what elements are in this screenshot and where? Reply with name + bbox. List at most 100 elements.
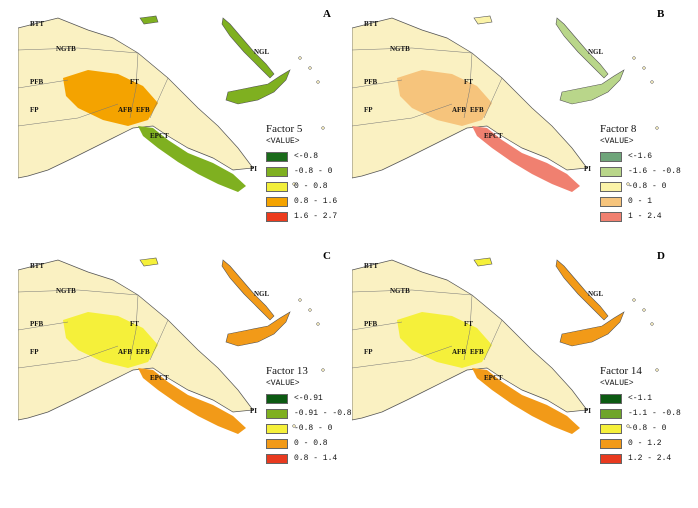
legend-label: <-0.91	[294, 394, 323, 403]
legend-swatch	[600, 438, 622, 449]
highlands-fill	[63, 312, 158, 368]
new-ireland	[555, 17, 609, 79]
map-panel-a: BTT NGTB PFB FP FT AFB EFB EPCT PI NGL A Factor 5 <V…	[18, 8, 358, 226]
region-boundary	[463, 294, 473, 361]
legend-item: -1.6 - -0.8	[600, 164, 681, 179]
legend-swatch	[266, 423, 288, 434]
map-panel-c: BTT NGTB PFB FP FT AFB EFB EPCT PI NGL C Factor 13 <…	[18, 250, 358, 468]
map-panel-d: BTT NGTB PFB FP FT AFB EFB EPCT PI NGL D Factor 14 <…	[352, 250, 692, 468]
north-island	[473, 257, 493, 267]
region-label-ngl: NGL	[254, 290, 270, 298]
legend-item: 1 - 2.4	[600, 209, 681, 224]
south-coast-fill	[472, 368, 580, 434]
png-map: BTT NGTB PFB FP FT AFB EFB EPCT PI NGL	[352, 15, 659, 192]
legend-item: <-1.6	[600, 149, 681, 164]
legend-subtitle: <VALUE>	[266, 137, 300, 146]
region-label-fp: FP	[30, 348, 39, 356]
region-label-btt: BTT	[364, 20, 378, 28]
islet	[321, 126, 325, 130]
region-label-btt: BTT	[30, 20, 44, 28]
map-legend: Factor 14 <VALUE> <-1.1 -1.1 - -0.8 -0.8 - 0…	[600, 365, 681, 466]
region-boundary	[149, 319, 169, 361]
legend-label: -1.1 - -0.8	[628, 409, 681, 418]
legend-item: 0.8 - 1.4	[266, 451, 352, 466]
region-label-efb: EFB	[470, 348, 484, 356]
legend-label: 0.8 - 1.4	[294, 454, 338, 463]
png-map: BTT NGTB PFB FP FT AFB EFB EPCT PI NGL	[18, 15, 325, 192]
region-label-pfb: PFB	[30, 78, 44, 86]
region-label-ngtb: NGTB	[390, 287, 410, 295]
legend-swatch	[266, 393, 288, 404]
islet	[626, 182, 630, 186]
region-label-ft: FT	[464, 320, 473, 328]
south-coast-fill	[138, 368, 246, 434]
legend-label: 0 - 1.2	[628, 439, 662, 448]
panel-letter: B	[657, 8, 665, 20]
legend-item: 0 - 1.2	[600, 436, 681, 451]
map-legend: Factor 13 <VALUE> <-0.91 -0.91 - -0.8 -0.8 -…	[266, 365, 352, 466]
legend-swatch	[600, 453, 622, 464]
islet	[632, 56, 636, 60]
legend-label: -0.8 - 0	[628, 424, 667, 433]
region-label-fp: FP	[364, 348, 373, 356]
new-britain	[225, 69, 291, 105]
region-label-afb: AFB	[452, 106, 466, 114]
legend-item: -1.1 - -0.8	[600, 406, 681, 421]
legend-label: 0 - 0.8	[294, 182, 328, 191]
region-label-pfb: PFB	[364, 78, 378, 86]
legend-swatch	[600, 408, 622, 419]
region-label-afb: AFB	[118, 348, 132, 356]
legend-item: -0.91 - -0.8	[266, 406, 352, 421]
region-boundary	[352, 321, 403, 331]
new-britain	[559, 311, 625, 347]
region-label-epct: EPCT	[484, 132, 503, 140]
region-label-ft: FT	[464, 78, 473, 86]
highlands-fill	[63, 70, 158, 126]
islet	[308, 66, 312, 70]
islet	[321, 368, 325, 372]
legend-swatch	[266, 211, 288, 222]
islet	[655, 126, 659, 130]
legend-label: <-1.1	[628, 394, 653, 403]
legend-item: 0.8 - 1.6	[266, 194, 337, 209]
legend-title: Factor 13	[266, 365, 308, 377]
region-label-pi: PI	[250, 407, 257, 415]
region-label-pfb: PFB	[30, 320, 44, 328]
region-label-efb: EFB	[136, 106, 150, 114]
islet	[292, 424, 296, 428]
region-label-epct: EPCT	[484, 374, 503, 382]
north-island	[139, 257, 159, 267]
region-label-efb: EFB	[136, 348, 150, 356]
new-ireland	[221, 17, 275, 79]
legend-swatch	[266, 166, 288, 177]
region-label-pfb: PFB	[364, 320, 378, 328]
region-label-ngl: NGL	[254, 48, 270, 56]
legend-swatch	[266, 438, 288, 449]
map-panel-b: BTT NGTB PFB FP FT AFB EFB EPCT PI NGL B Factor 8 <V…	[352, 8, 692, 226]
north-island	[139, 15, 159, 25]
panel-letter: D	[657, 250, 665, 262]
png-map: BTT NGTB PFB FP FT AFB EFB EPCT PI NGL	[18, 257, 325, 434]
region-label-fp: FP	[364, 106, 373, 114]
region-label-epct: EPCT	[150, 132, 169, 140]
legend-swatch	[600, 393, 622, 404]
islet	[308, 308, 312, 312]
region-boundary	[352, 289, 473, 296]
region-boundary	[18, 345, 119, 369]
legend-swatch	[266, 181, 288, 192]
legend-swatch	[600, 211, 622, 222]
south-coast-fill	[138, 126, 246, 192]
legend-item: 0 - 0.8	[266, 179, 337, 194]
legend-item: -0.8 - 0	[266, 421, 352, 436]
region-label-ngl: NGL	[588, 290, 604, 298]
legend-label: -1.6 - -0.8	[628, 167, 681, 176]
legend-item: 1.2 - 2.4	[600, 451, 681, 466]
legend-swatch	[266, 453, 288, 464]
legend-title: Factor 5	[266, 123, 303, 135]
islet	[298, 56, 302, 60]
legend-subtitle: <VALUE>	[266, 379, 300, 388]
legend-swatch	[266, 408, 288, 419]
new-britain	[225, 311, 291, 347]
region-boundary	[18, 289, 139, 296]
region-label-ngtb: NGTB	[56, 45, 76, 53]
